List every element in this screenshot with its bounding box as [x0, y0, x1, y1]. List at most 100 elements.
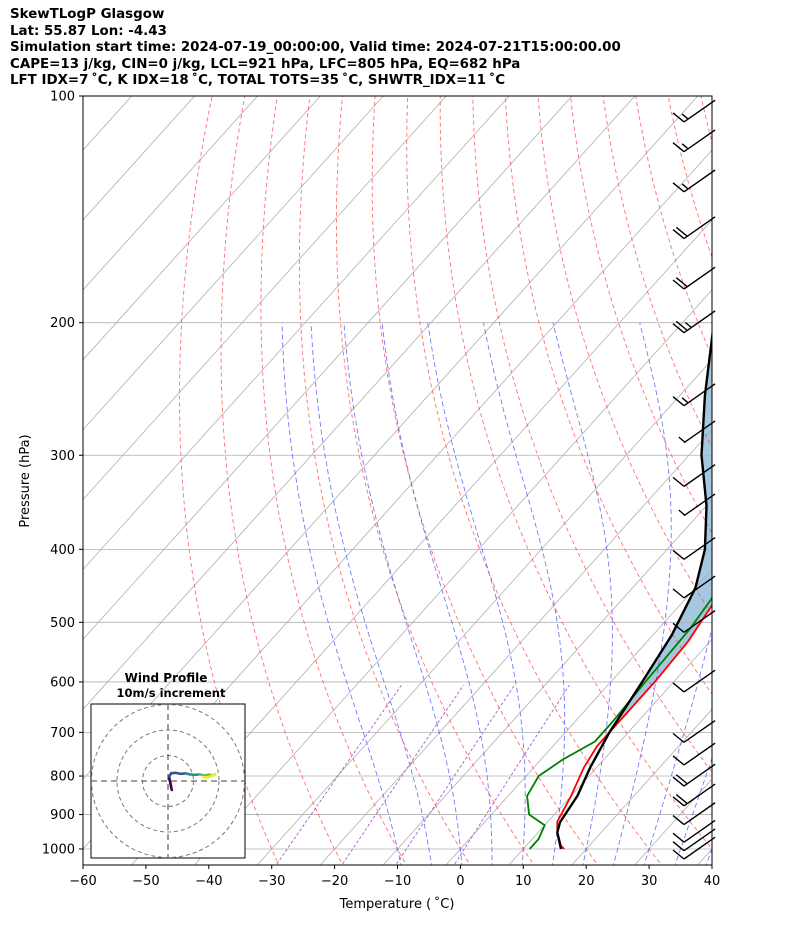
wind-barb	[672, 310, 716, 334]
wind-barb	[672, 763, 716, 787]
wind-barb	[678, 420, 716, 444]
moist-adiabat	[343, 322, 463, 865]
hodograph-subtitle: 10m/s increment	[117, 686, 226, 700]
barb-shaft	[683, 609, 716, 633]
barb-shaft	[683, 310, 716, 334]
barb-shaft	[683, 836, 716, 860]
wind-barb	[672, 802, 716, 826]
y-tick-label: 900	[50, 808, 75, 823]
isotherm-line	[634, 778, 712, 865]
wind-barb	[672, 719, 716, 743]
barb-flag	[672, 849, 685, 860]
barb-flag	[672, 682, 685, 693]
wind-barb	[672, 266, 716, 290]
dry-adiabat	[371, 96, 599, 865]
x-tick-label: 0	[456, 874, 464, 889]
mixing-ratio-line	[395, 684, 515, 865]
isotherm-line	[758, 79, 794, 868]
barb-shaft	[683, 719, 716, 743]
mixing-ratio-line	[275, 684, 402, 865]
parcel-profile	[556, 328, 712, 850]
dry-adiabat	[298, 96, 471, 865]
wind-barb	[672, 464, 716, 487]
x-tick-label: 20	[578, 874, 595, 889]
barb-half-flag	[681, 113, 689, 120]
moist-adiabat	[613, 322, 672, 865]
barb-flag	[675, 774, 688, 785]
x-tick-label: −60	[69, 874, 96, 889]
wind-barb	[672, 536, 716, 560]
dry-adiabat	[730, 82, 794, 868]
barb-flag	[672, 832, 685, 843]
barb-flag	[672, 476, 685, 487]
barb-flag	[672, 732, 685, 743]
y-tick-label: 1000	[42, 843, 75, 858]
barb-flag	[672, 755, 685, 766]
moist-adiabat	[705, 847, 712, 865]
wind-barb	[672, 575, 716, 599]
y-tick-label: 600	[50, 675, 75, 690]
dry-adiabat	[602, 96, 712, 449]
x-axis-label: Temperature ( ˚C)	[339, 896, 455, 912]
barb-shaft	[683, 464, 716, 487]
y-tick-label: 500	[50, 616, 75, 631]
indices-line-1: CAPE=13 j/kg, CIN=0 j/kg, LCL=921 hPa, L…	[10, 56, 521, 72]
isotherm-line	[382, 498, 712, 865]
isotherm-line	[83, 96, 196, 221]
x-tick-label: 30	[641, 874, 658, 889]
moist-adiabat	[381, 322, 493, 865]
barb-shaft	[683, 216, 716, 240]
barb-flag	[672, 182, 685, 193]
barb-shaft	[683, 536, 716, 560]
barb-half-flag	[681, 143, 689, 150]
barb-shaft	[683, 763, 716, 787]
barb-flag	[675, 226, 688, 237]
isotherm-line	[130, 219, 712, 865]
barb-flag	[672, 796, 685, 807]
barb-shaft	[683, 169, 716, 193]
indices-line-2: LFT IDX=7 ˚C, K IDX=18 ˚C, TOTAL TOTS=35…	[10, 73, 506, 89]
dry-adiabat	[504, 96, 712, 695]
isotherm-line	[83, 96, 384, 431]
barb-shaft	[683, 99, 716, 123]
mixing-ratio-line	[453, 684, 570, 865]
y-tick-label: 400	[50, 543, 75, 558]
isotherm-line	[508, 638, 712, 865]
barb-shaft	[683, 819, 716, 843]
isotherm-line	[319, 429, 712, 865]
barb-flag	[672, 142, 685, 153]
barb-flag	[672, 323, 685, 334]
moist-adiabat	[310, 322, 432, 865]
barb-shaft	[683, 783, 716, 807]
barb-shaft	[683, 802, 716, 826]
barb-flag	[672, 776, 685, 787]
dry-adiabat	[220, 96, 344, 865]
barb-flag	[675, 320, 688, 331]
wind-barb	[672, 819, 716, 843]
x-tick-label: 40	[704, 874, 721, 889]
moist-adiabat	[483, 322, 566, 865]
isotherm-line	[83, 96, 259, 291]
barb-flag	[672, 622, 685, 633]
wind-barb	[678, 493, 716, 517]
y-axis-label: Pressure (hPa)	[18, 434, 33, 527]
wind-barb	[672, 129, 716, 153]
dry-adiabat	[635, 96, 712, 358]
barb-half-flag	[678, 509, 686, 516]
dry-adiabat	[537, 96, 712, 616]
y-tick-label: 800	[50, 770, 75, 785]
x-tick-label: −30	[258, 874, 285, 889]
dry-adiabat	[472, 96, 712, 773]
barb-shaft	[683, 669, 716, 693]
isotherm-line	[83, 96, 447, 501]
x-tick-label: −10	[384, 874, 411, 889]
dry-adiabat	[762, 82, 794, 868]
moist-adiabat	[552, 322, 613, 865]
barb-flag	[675, 277, 688, 288]
y-tick-label: 300	[50, 449, 75, 464]
wind-barb	[672, 216, 716, 240]
barb-shaft	[683, 828, 716, 852]
time-line: Simulation start time: 2024-07-19_00:00:…	[10, 40, 621, 56]
isotherm-line	[193, 289, 712, 865]
